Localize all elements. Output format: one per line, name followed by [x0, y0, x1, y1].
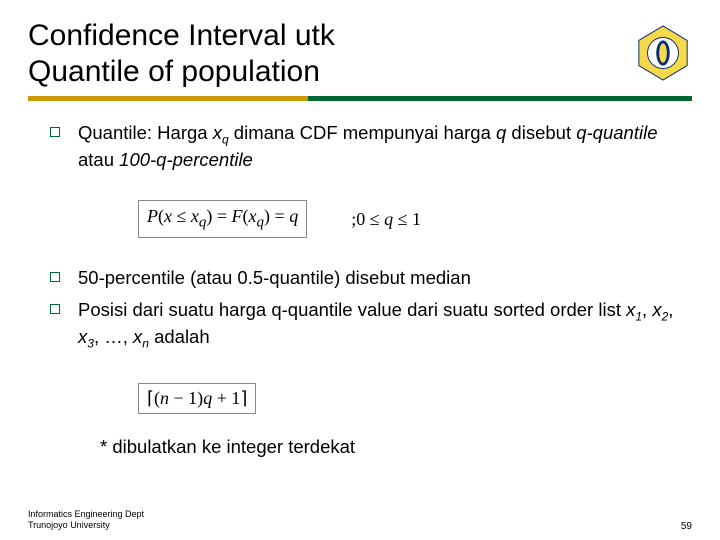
bullet-3-text: Posisi dari suatu harga q-quantile value…	[78, 298, 692, 353]
title-text: Confidence Interval utkQuantile of popul…	[28, 19, 335, 88]
bullet-2-text: 50-percentile (atau 0.5-quantile) disebu…	[78, 266, 471, 290]
bullet-icon	[50, 272, 60, 282]
slide-body: Quantile: Harga xq dimana CDF mempunyai …	[28, 121, 692, 458]
footer-left: Informatics Engineering Dept Trunojoyo U…	[28, 509, 144, 532]
footer: Informatics Engineering Dept Trunojoyo U…	[28, 509, 692, 532]
footer-dept: Informatics Engineering Dept	[28, 509, 144, 521]
formula-1: P(x ≤ xq) = F(xq) = q	[138, 200, 307, 238]
bullet-1-text: Quantile: Harga xq dimana CDF mempunyai …	[78, 121, 692, 172]
formula-2: ⌈(n − 1)q + 1⌉	[138, 383, 256, 414]
footer-univ: Trunojoyo University	[28, 520, 144, 532]
bullet-icon	[50, 127, 60, 137]
note: * dibulatkan ke integer terdekat	[100, 436, 692, 458]
bullet-3: Posisi dari suatu harga q-quantile value…	[50, 298, 692, 353]
slide: Confidence Interval utkQuantile of popul…	[0, 0, 720, 540]
slide-title: Confidence Interval utkQuantile of popul…	[28, 18, 335, 90]
bullet-icon	[50, 304, 60, 314]
title-row: Confidence Interval utkQuantile of popul…	[28, 18, 692, 90]
formula-1-row: P(x ≤ xq) = F(xq) = q ;0 ≤ q ≤ 1	[138, 200, 692, 238]
page-number: 59	[681, 521, 692, 532]
university-logo-icon	[634, 24, 692, 82]
bullet-1: Quantile: Harga xq dimana CDF mempunyai …	[50, 121, 692, 172]
title-underline	[28, 96, 692, 101]
bullet-2: 50-percentile (atau 0.5-quantile) disebu…	[50, 266, 692, 290]
formula-1-range: ;0 ≤ q ≤ 1	[351, 209, 421, 230]
